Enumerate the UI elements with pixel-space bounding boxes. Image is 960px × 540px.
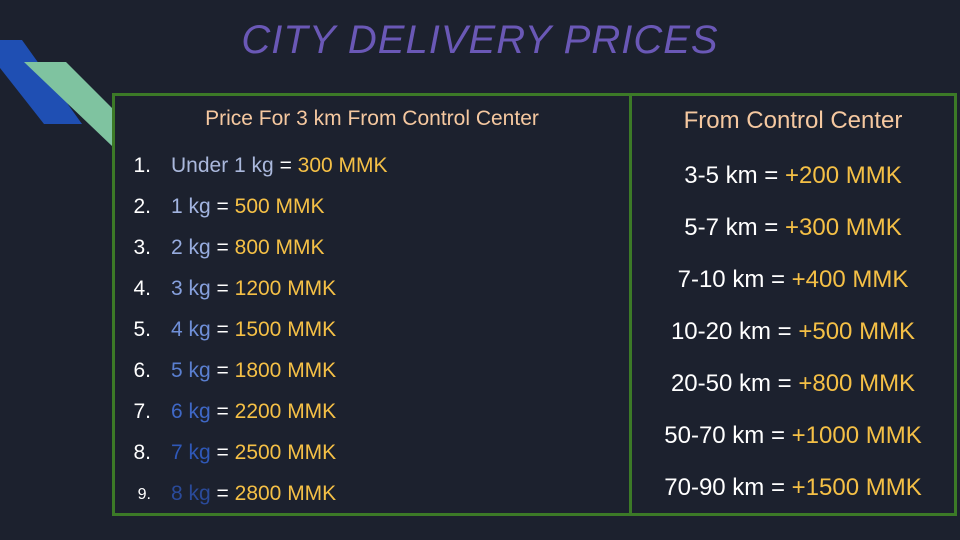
list-number: 4. [133, 277, 151, 300]
list-number: 7. [133, 400, 151, 423]
surcharge-value: +300 MMK [784, 214, 902, 241]
list-number: 1. [133, 154, 151, 177]
price-value: 2500 MMK [234, 441, 337, 464]
weight-label: 4 kg [171, 318, 211, 341]
equals-sign: = [210, 318, 235, 341]
distance-range: 50-70 km = [664, 422, 792, 449]
weight-label: 3 kg [171, 277, 211, 300]
distance-range: 20-50 km = [670, 370, 799, 397]
distance-range: 3-5 km = [684, 162, 785, 189]
green-stripe [24, 62, 112, 146]
list-item: 7-10 km = +400 MMK [632, 266, 954, 294]
weight-label: 1 kg [171, 195, 211, 218]
page-title: CITY DELIVERY PRICES [241, 18, 719, 62]
equals-sign: = [210, 277, 235, 300]
surcharge-value: +800 MMK [798, 370, 916, 397]
distance-range: 5-7 km = [684, 214, 785, 241]
price-value: 300 MMK [297, 154, 388, 177]
equals-sign: = [210, 441, 235, 464]
weight-label: 8 kg [171, 482, 211, 505]
equals-sign: = [210, 195, 235, 218]
weight-label: 7 kg [171, 441, 211, 464]
list-number: 9. [137, 486, 151, 503]
distance-surcharge-panel: From Control Center 3-5 km = +200 MMK 5-… [629, 93, 957, 516]
list-number: 2. [133, 195, 151, 218]
weight-label: 2 kg [171, 236, 211, 259]
distance-range: 10-20 km = [670, 318, 799, 345]
equals-sign: = [273, 154, 298, 177]
price-value: 2800 MMK [234, 482, 337, 505]
price-value: 500 MMK [234, 195, 325, 218]
price-value: 1800 MMK [234, 359, 337, 382]
price-value: 1500 MMK [234, 318, 337, 341]
equals-sign: = [210, 359, 235, 382]
list-number: 6. [133, 359, 151, 382]
weight-label: Under 1 kg [171, 154, 274, 177]
price-value: 800 MMK [234, 236, 325, 259]
distance-surcharge-heading: From Control Center [683, 107, 903, 134]
surcharge-value: +1500 MMK [791, 474, 922, 501]
corner-decoration [0, 40, 112, 146]
list-item: 20-50 km = +800 MMK [632, 370, 954, 398]
price-value: 2200 MMK [234, 400, 337, 423]
weight-price-heading: Price For 3 km From Control Center [205, 107, 539, 130]
weight-label: 5 kg [171, 359, 211, 382]
distance-range: 7-10 km = [677, 266, 792, 293]
surcharge-value: +500 MMK [798, 318, 916, 345]
equals-sign: = [210, 400, 235, 423]
surcharge-value: +400 MMK [791, 266, 909, 293]
list-item: 10-20 km = +500 MMK [632, 318, 954, 346]
weight-label: 6 kg [171, 400, 211, 423]
surcharge-value: +200 MMK [784, 162, 902, 189]
list-number: 3. [133, 236, 151, 259]
list-item: 5-7 km = +300 MMK [632, 214, 954, 242]
weight-price-panel: Price For 3 km From Control Center 1. Un… [112, 93, 632, 516]
distance-range: 70-90 km = [664, 474, 792, 501]
price-value: 1200 MMK [234, 277, 337, 300]
equals-sign: = [210, 482, 235, 505]
equals-sign: = [210, 236, 235, 259]
list-item: 70-90 km = +1500 MMK [632, 474, 954, 502]
list-number: 5. [133, 318, 151, 341]
list-number: 8. [133, 441, 151, 464]
blue-stripe [0, 40, 82, 124]
list-item: 3-5 km = +200 MMK [632, 162, 954, 190]
surcharge-value: +1000 MMK [791, 422, 922, 449]
list-item: 50-70 km = +1000 MMK [632, 422, 954, 450]
